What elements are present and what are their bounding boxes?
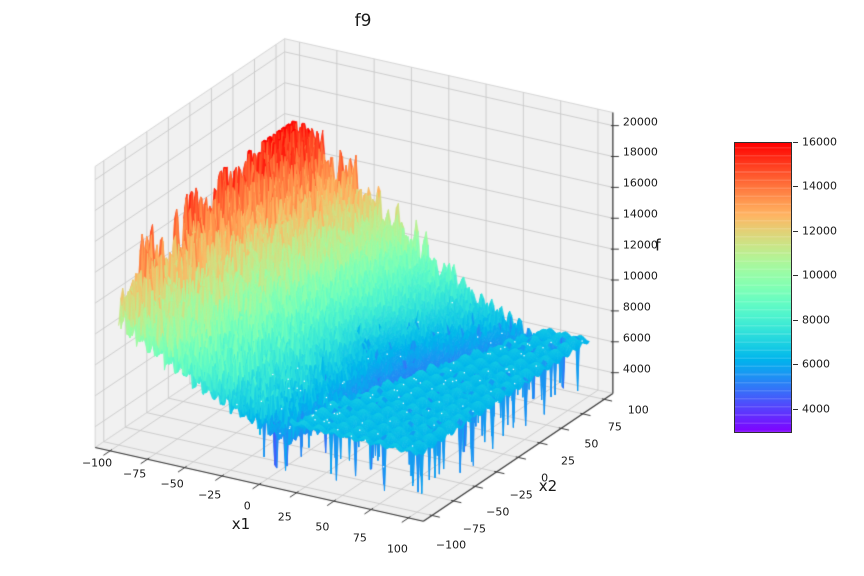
f-tick-label: 20000 <box>622 115 658 129</box>
colorbar-tick <box>793 364 798 366</box>
colorbar-tick <box>793 186 798 188</box>
x1-tick-label: 50 <box>315 520 330 534</box>
colorbar-tick <box>793 408 798 410</box>
colorbar-tick <box>793 230 798 232</box>
x1-tick-label: −25 <box>198 488 222 502</box>
x2-tick-label: 100 <box>627 403 649 417</box>
colorbar-tick <box>793 319 798 321</box>
x2-axis-label: x2 <box>538 477 558 495</box>
f-tick-label: 14000 <box>622 207 658 221</box>
f-tick-label: 4000 <box>622 362 651 376</box>
x2-tick-label: −50 <box>486 505 510 519</box>
colorbar-gradient <box>734 142 792 433</box>
colorbar-tick <box>793 142 798 143</box>
x2-tick-label: 50 <box>584 437 599 451</box>
x1-axis-label: x1 <box>231 515 251 533</box>
f-tick-label: 6000 <box>622 331 651 345</box>
x2-tick-label: 25 <box>561 454 576 468</box>
x2-tick-label: 0 <box>541 471 549 485</box>
x1-tick-label: −100 <box>81 456 113 470</box>
x1-tick-label: −75 <box>122 467 147 481</box>
x1-tick-label: 100 <box>386 542 408 556</box>
f-tick-label: 16000 <box>622 176 658 190</box>
f-tick-label: 8000 <box>622 300 651 314</box>
colorbar-tick-label: 8000 <box>802 313 830 327</box>
x2-tick-label: 75 <box>607 420 622 434</box>
chart-title: f9 <box>354 11 372 31</box>
colorbar <box>734 142 792 433</box>
f-tick-label: 12000 <box>622 238 658 252</box>
f-tick-label: 10000 <box>622 269 658 283</box>
colorbar-tick-label: 14000 <box>802 179 837 193</box>
f-tick-label: 18000 <box>622 145 658 159</box>
x2-tick-label: −75 <box>462 522 486 536</box>
colorbar-tick-label: 6000 <box>802 357 830 371</box>
x1-tick-label: 25 <box>277 510 292 524</box>
colorbar-tick-label: 12000 <box>802 224 837 238</box>
colorbar-tick-label: 16000 <box>802 135 837 149</box>
colorbar-tick <box>793 275 798 277</box>
x1-tick-label: 0 <box>243 499 251 513</box>
x1-tick-label: 75 <box>352 531 367 545</box>
x2-tick-label: −100 <box>435 538 467 552</box>
z-axis-label: f <box>655 235 661 255</box>
x1-tick-label: −50 <box>160 477 184 491</box>
x2-tick-label: −25 <box>509 488 533 502</box>
colorbar-tick-label: 4000 <box>802 402 830 416</box>
colorbar-tick-label: 10000 <box>802 268 837 282</box>
